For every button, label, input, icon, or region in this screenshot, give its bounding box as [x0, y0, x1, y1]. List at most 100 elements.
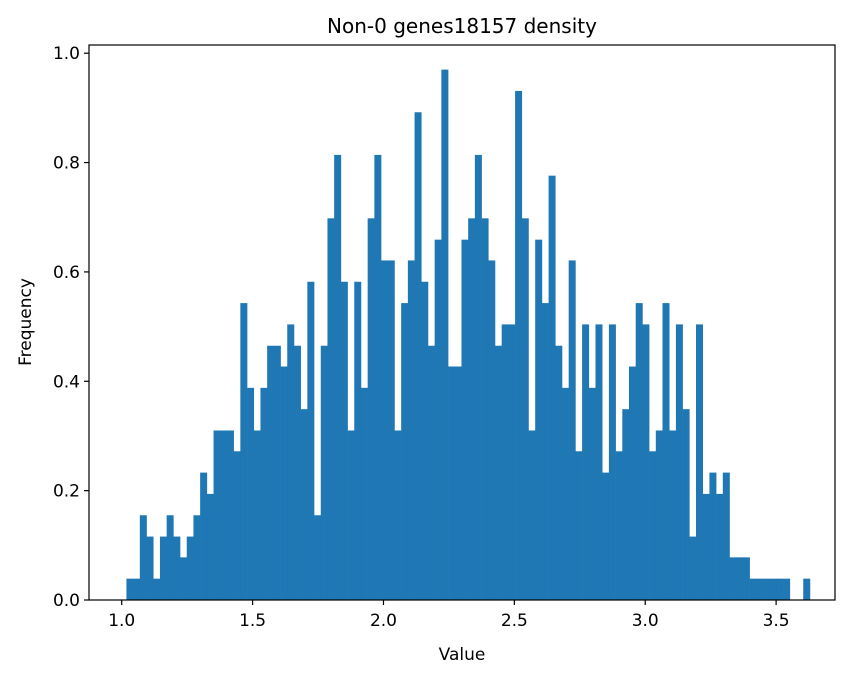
histogram-bar — [662, 303, 670, 600]
histogram-bar — [622, 409, 630, 600]
histogram-bar — [314, 515, 322, 600]
histogram-bar — [769, 578, 777, 600]
x-axis-title: Value — [439, 645, 486, 665]
y-tick-label: 0.0 — [53, 591, 80, 611]
histogram-bar — [454, 366, 462, 600]
histogram-bar — [186, 536, 194, 600]
histogram-bar — [494, 345, 502, 600]
bars-group — [126, 69, 811, 601]
histogram-bar — [267, 345, 275, 600]
histogram-bar — [736, 557, 744, 600]
histogram-bar — [287, 324, 295, 600]
histogram-bar — [273, 345, 281, 600]
y-tick-label: 0.2 — [53, 482, 80, 502]
y-tick-label: 1.0 — [53, 44, 80, 64]
histogram-bar — [159, 536, 167, 600]
histogram-bar — [139, 515, 147, 600]
histogram-bar — [629, 366, 636, 600]
histogram-bar — [334, 154, 342, 600]
histogram-bar — [461, 239, 469, 600]
histogram-bar — [561, 387, 569, 600]
histogram-bar — [602, 472, 610, 600]
y-tick-label: 0.8 — [53, 154, 80, 174]
histogram-bar — [247, 387, 255, 600]
histogram-bar — [233, 451, 241, 600]
histogram-bar — [783, 578, 791, 600]
histogram-bar — [173, 536, 181, 600]
histogram-bar — [220, 430, 228, 600]
histogram-bar — [347, 430, 355, 600]
histogram-bar — [213, 430, 221, 600]
histogram-bar — [515, 90, 523, 601]
histogram-bar — [367, 218, 375, 600]
histogram-bar — [381, 260, 389, 600]
histogram-bar — [280, 366, 288, 600]
histogram-bar — [568, 260, 576, 600]
histogram-bar — [360, 387, 368, 600]
histogram-bar — [803, 578, 811, 600]
histogram-bar — [414, 112, 422, 600]
x-tick-label: 3.5 — [763, 611, 790, 631]
histogram-bar — [763, 578, 771, 600]
histogram-bar — [588, 387, 596, 600]
histogram-bar — [320, 345, 328, 600]
histogram-bar — [293, 345, 301, 600]
histogram-bar — [608, 324, 616, 600]
histogram-bar — [716, 493, 724, 600]
histogram-bar — [401, 303, 409, 600]
histogram-bar — [675, 324, 683, 600]
y-axis-ticks: 0.0 0.2 0.4 0.6 0.8 1.0 — [53, 44, 89, 611]
histogram-bar — [501, 324, 509, 600]
histogram-bar — [729, 557, 737, 600]
x-tick-label: 1.0 — [108, 611, 135, 631]
histogram-bar — [421, 281, 429, 600]
chart-title: Non-0 genes18157 density — [327, 14, 597, 38]
histogram-bar — [548, 175, 556, 600]
histogram-bar — [327, 218, 335, 600]
y-tick-label: 0.6 — [53, 263, 80, 283]
plot-frame — [88, 44, 836, 601]
histogram-bar — [722, 472, 730, 600]
histogram-bar — [448, 366, 456, 600]
histogram-bar — [696, 324, 704, 600]
histogram-bar — [434, 239, 442, 600]
y-tick-label: 0.4 — [53, 372, 80, 392]
histogram-bar — [240, 303, 248, 600]
y-axis-title: Frequency — [16, 278, 36, 366]
histogram-bar — [528, 430, 536, 600]
histogram-bar — [702, 493, 710, 600]
histogram-bar — [133, 578, 141, 600]
histogram-bar — [535, 239, 543, 600]
x-tick-label: 2.0 — [370, 611, 397, 631]
histogram-bar — [682, 409, 690, 600]
histogram-bar — [226, 430, 234, 600]
histogram-bar — [468, 218, 476, 600]
histogram-bar — [126, 578, 134, 600]
histogram-bar — [689, 536, 697, 600]
histogram-bar — [260, 387, 268, 600]
histogram-bar — [441, 69, 449, 601]
histogram-bar — [166, 515, 174, 600]
x-tick-label: 3.0 — [632, 611, 659, 631]
histogram-bar — [521, 218, 529, 600]
histogram-bar — [307, 281, 315, 600]
histogram-bar — [340, 281, 348, 600]
histogram-bar — [253, 430, 261, 600]
histogram-bar — [394, 430, 402, 600]
histogram-bar — [146, 536, 154, 600]
x-axis-ticks: 1.0 1.5 2.0 2.5 3.0 3.5 — [108, 600, 790, 631]
histogram-bar — [649, 451, 657, 600]
x-tick-label: 2.5 — [501, 611, 528, 631]
histogram-bar — [709, 472, 717, 600]
histogram-bar — [582, 324, 590, 600]
histogram-bar — [575, 451, 583, 600]
x-tick-label: 1.5 — [239, 611, 266, 631]
histogram-bar — [756, 578, 764, 600]
histogram-bar — [615, 451, 623, 600]
histogram-bar — [595, 324, 603, 600]
histogram-bar — [541, 303, 549, 600]
histogram-bar — [642, 324, 650, 600]
histogram-bar — [749, 578, 757, 600]
histogram-bar — [387, 260, 395, 600]
